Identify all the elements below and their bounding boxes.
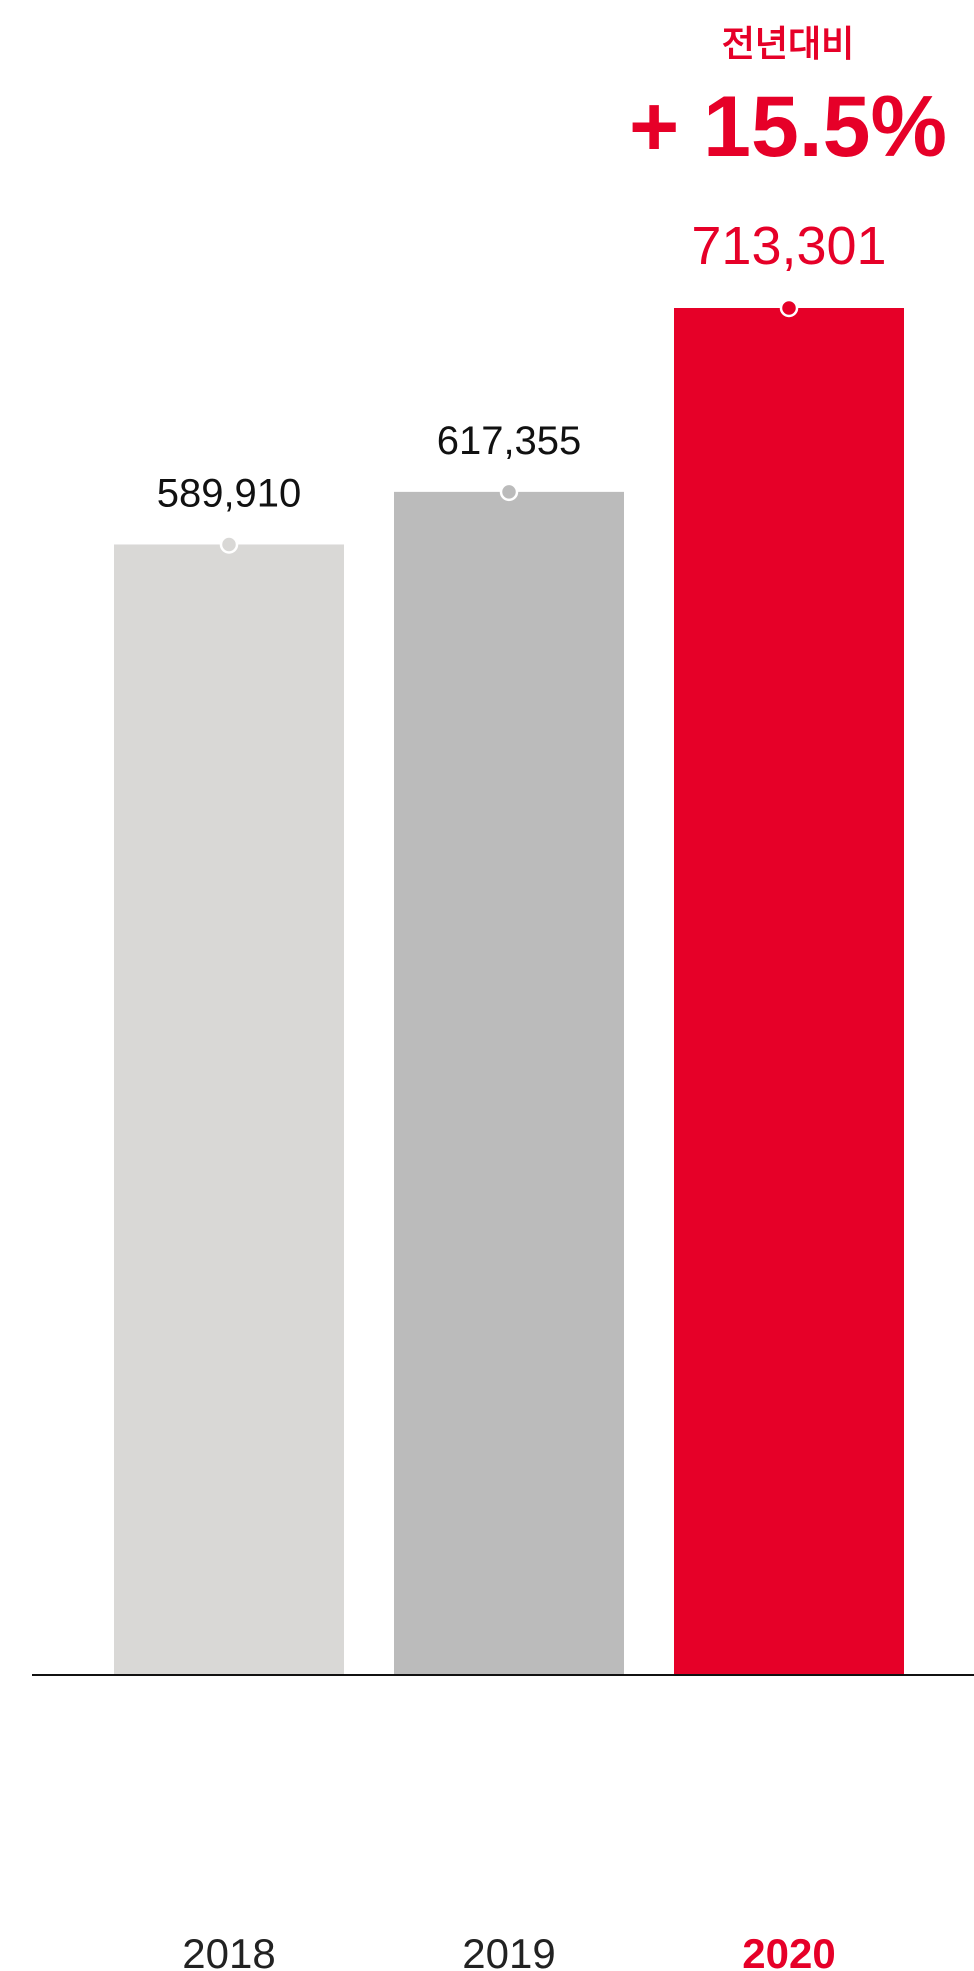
bar-top-marker-2019 (499, 482, 519, 502)
value-label-2020: 713,301 (691, 216, 886, 276)
x-tick-label-2020: 2020 (742, 1930, 835, 1971)
value-label-2018: 589,910 (157, 471, 302, 515)
bar-2020 (674, 308, 904, 1675)
x-tick-label-2019: 2019 (462, 1930, 555, 1971)
yoy-caption: 전년대비 (722, 24, 854, 65)
value-label-2019: 617,355 (437, 419, 582, 463)
bar-top-marker-2018 (219, 535, 239, 554)
yoy-value: + 15.5% (629, 79, 947, 175)
bar-top-marker-2020 (779, 298, 799, 318)
x-tick-label-2018: 2018 (182, 1930, 275, 1971)
bar-2019 (394, 491, 624, 1675)
labels-layer: 589,910 2018 617,355 2019 713,301 2020 (157, 216, 887, 1971)
bars-layer (114, 308, 904, 1675)
bar-2018 (114, 544, 344, 1675)
